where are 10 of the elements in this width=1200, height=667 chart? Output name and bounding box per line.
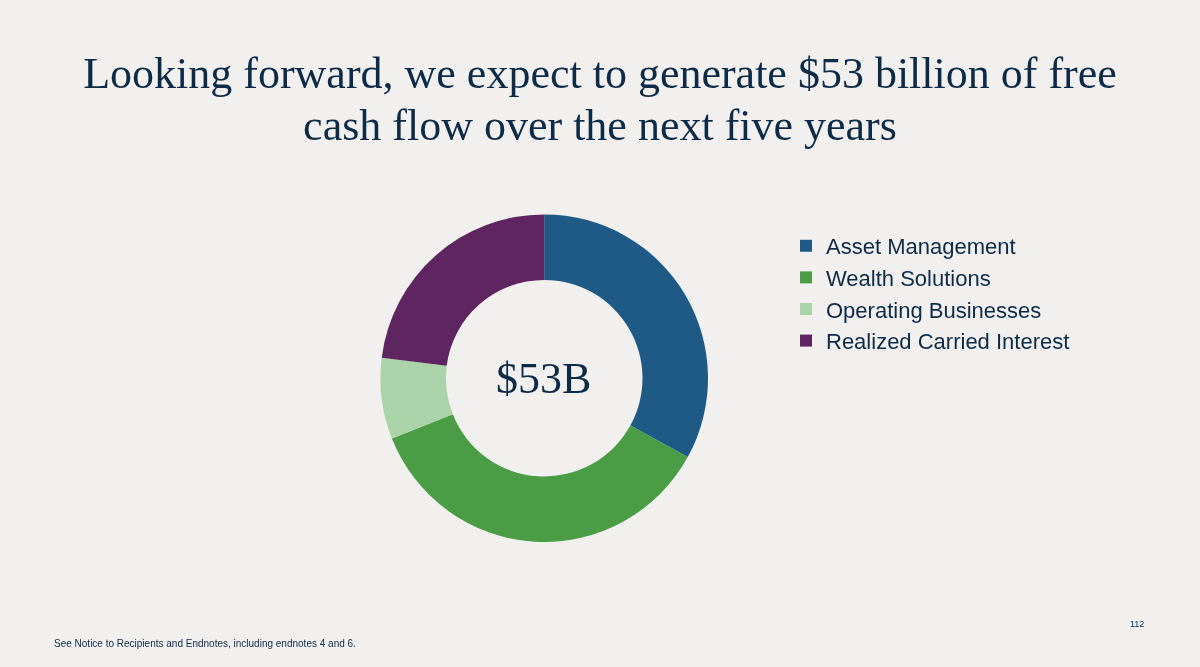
legend-label: Realized Carried Interest xyxy=(826,329,1070,355)
text: 112 xyxy=(1130,619,1145,629)
text: $53B xyxy=(496,354,592,403)
legend-label: Wealth Solutions xyxy=(826,265,991,291)
donut-slice xyxy=(391,414,688,542)
donut-slice xyxy=(380,357,453,439)
legend-label: Operating Businesses xyxy=(826,297,1042,323)
legend-label: Asset Management xyxy=(826,234,1016,260)
chart-title: Looking forward, we expect to generate $53 billion of free cash flow over the next five years xyxy=(82,48,1118,152)
text: See Notice to Recipients and Endnotes, including endnotes 4 and 6. xyxy=(54,638,356,649)
